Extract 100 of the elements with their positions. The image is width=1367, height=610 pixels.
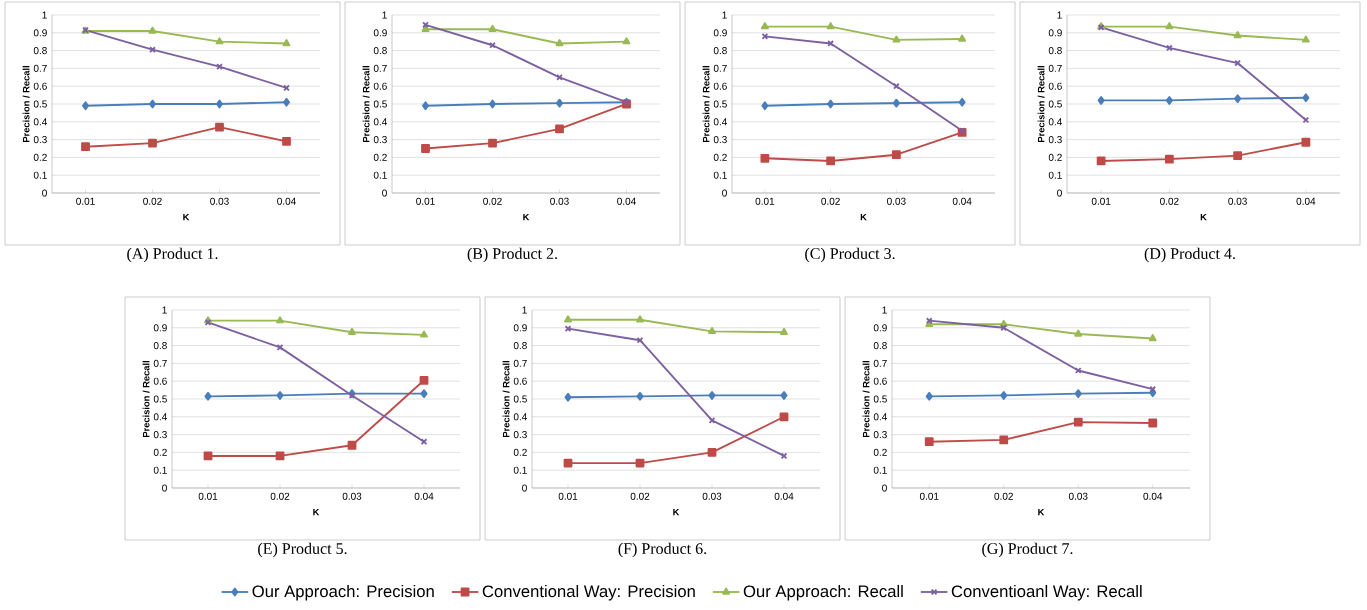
- x-axis-title: K: [860, 213, 867, 221]
- x-tick-label: 0.02: [143, 197, 162, 205]
- x-tick-label: 0.03: [1228, 197, 1247, 205]
- y-tick-label: 0.4: [33, 118, 48, 126]
- y-tick-label: 0: [42, 189, 47, 197]
- y-axis-title: Precision / Recall: [1037, 66, 1045, 143]
- y-tick-label: 0.9: [513, 324, 527, 332]
- x-tick-label: 0.03: [342, 492, 362, 500]
- y-tick-label: 0.5: [1048, 100, 1062, 108]
- y-tick-label: 0.3: [153, 431, 167, 439]
- y-tick-label: 0.9: [33, 29, 47, 37]
- x-tick-label: 0.04: [1296, 197, 1316, 205]
- y-tick-label: 0.8: [153, 342, 167, 350]
- y-tick-label: 0.2: [373, 153, 387, 161]
- y-tick-label: 0.3: [513, 431, 527, 439]
- text: (G) Product 7.: [982, 542, 1073, 558]
- y-tick-label: 0.3: [713, 136, 727, 144]
- x-tick-label: 0.04: [774, 492, 794, 500]
- y-tick-label: 0.4: [1048, 118, 1062, 126]
- y-tick-label: 0.7: [153, 359, 167, 367]
- y-tick-label: 0.9: [873, 324, 887, 332]
- y-tick-label: 0.8: [1048, 47, 1062, 55]
- x-tick-label: 0.02: [1160, 197, 1179, 205]
- x-tick-label: 0.01: [755, 197, 775, 205]
- y-tick-label: 0: [722, 189, 727, 197]
- y-tick-label: 1: [42, 11, 47, 19]
- text: (C) Product 3.: [805, 247, 895, 263]
- text: (D) Product 4.: [1144, 247, 1235, 263]
- y-tick-label: 0.2: [1048, 153, 1062, 161]
- x-axis-title: K: [1038, 508, 1045, 516]
- text: (E) Product 5.: [258, 542, 347, 558]
- y-tick-label: 0.5: [713, 100, 727, 108]
- y-tick-label: 0.4: [513, 413, 528, 421]
- y-tick-label: 0.8: [33, 47, 47, 55]
- x-axis-title: K: [523, 213, 530, 221]
- y-tick-label: 0.1: [513, 466, 527, 474]
- text: (A) Product 1.: [127, 247, 218, 263]
- x-tick-label: 0.03: [1068, 492, 1088, 500]
- y-tick-label: 0.2: [153, 448, 167, 456]
- y-tick-label: 0: [382, 189, 387, 197]
- y-tick-label: 0.3: [1048, 136, 1062, 144]
- y-tick-label: 0: [1057, 189, 1062, 197]
- x-tick-label: 0.02: [483, 197, 502, 205]
- x-tick-label: 0.04: [617, 197, 636, 205]
- y-tick-label: 0.4: [873, 413, 887, 421]
- y-tick-label: 1: [162, 306, 167, 314]
- y-tick-label: 0.3: [873, 431, 887, 439]
- y-tick-label: 0: [882, 484, 887, 492]
- y-tick-label: 1: [722, 11, 727, 19]
- y-tick-label: 0.1: [153, 466, 167, 474]
- x-axis-title: K: [1200, 213, 1207, 221]
- x-axis-title: K: [183, 213, 190, 221]
- y-tick-label: 0.1: [1048, 171, 1062, 179]
- x-axis-title: K: [673, 508, 680, 516]
- y-tick-label: 0.9: [373, 29, 387, 37]
- y-axis-title: Precision / Recall: [142, 361, 150, 438]
- x-tick-label: 0.03: [702, 492, 722, 500]
- x-tick-label: 0.01: [198, 492, 218, 500]
- x-tick-label: 0.01: [416, 197, 435, 205]
- y-tick-label: 0.2: [713, 153, 727, 161]
- x-tick-label: 0.01: [558, 492, 578, 500]
- y-tick-label: 0.6: [873, 377, 887, 385]
- y-tick-label: 0.8: [513, 342, 527, 350]
- y-tick-label: 0.4: [713, 118, 728, 126]
- y-tick-label: 0.7: [513, 359, 527, 367]
- y-tick-label: 0: [162, 484, 167, 492]
- x-tick-label: 0.04: [414, 492, 434, 500]
- x-tick-label: 0.01: [76, 197, 95, 205]
- y-tick-label: 0.5: [33, 100, 47, 108]
- y-tick-label: 0.5: [513, 395, 527, 403]
- y-tick-label: 0.3: [373, 136, 387, 144]
- y-axis-title: Precision / Recall: [702, 66, 710, 143]
- y-tick-label: 0.1: [33, 171, 47, 179]
- legend-label: Conventioanl Way: Recall: [951, 584, 1142, 601]
- y-tick-label: 0.6: [1048, 82, 1062, 90]
- y-tick-label: 0.7: [1048, 64, 1062, 72]
- y-tick-label: 0.2: [513, 448, 527, 456]
- y-axis-title: Precision / Recall: [22, 66, 30, 143]
- y-tick-label: 0.8: [713, 47, 727, 55]
- legend-label: Our Approach: Recall: [743, 584, 903, 601]
- y-tick-label: 0.9: [713, 29, 727, 37]
- y-tick-label: 0.2: [33, 153, 47, 161]
- y-tick-label: 0.1: [713, 171, 727, 179]
- y-tick-label: 0.1: [373, 171, 387, 179]
- y-tick-label: 0.5: [873, 395, 887, 403]
- y-tick-label: 0.1: [873, 466, 887, 474]
- text: (B) Product 2.: [467, 247, 557, 263]
- y-tick-label: 1: [522, 306, 527, 314]
- y-tick-label: 0.2: [873, 448, 887, 456]
- y-tick-label: 0.7: [33, 64, 47, 72]
- x-tick-label: 0.04: [1143, 492, 1163, 500]
- y-tick-label: 0.4: [153, 413, 168, 421]
- legend-label: Conventional Way: Precision: [482, 584, 695, 601]
- legend-label: Our Approach: Precision: [252, 584, 434, 601]
- y-tick-label: 0.7: [873, 359, 887, 367]
- x-tick-label: 0.02: [821, 197, 840, 205]
- x-axis-title: K: [313, 508, 320, 516]
- y-tick-label: 1: [882, 306, 887, 314]
- x-tick-label: 0.02: [270, 492, 290, 500]
- x-tick-label: 0.02: [630, 492, 650, 500]
